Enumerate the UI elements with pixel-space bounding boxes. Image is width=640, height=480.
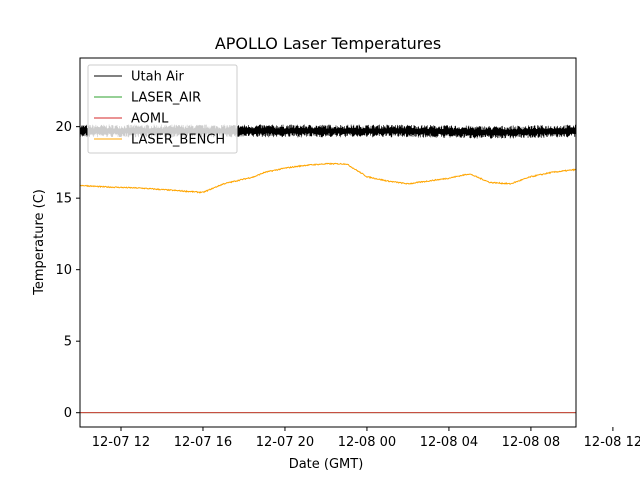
x-tick-label: 12-08 04 xyxy=(420,435,478,450)
x-axis-label: Date (GMT) xyxy=(289,457,364,472)
x-tick-label: 12-07 20 xyxy=(256,435,314,450)
y-tick-label: 0 xyxy=(64,406,72,421)
legend-label: Utah Air xyxy=(131,70,184,85)
y-tick-label: 10 xyxy=(55,263,72,278)
x-tick-label: 12-07 12 xyxy=(92,435,150,450)
legend: Utah Air LASER_AIR AOML LASER_BENCH xyxy=(87,64,238,154)
y-tick-label: 20 xyxy=(55,120,72,135)
series-line-laser-bench xyxy=(80,162,576,194)
x-tick-label: 12-08 00 xyxy=(338,435,396,450)
x-tick-label: 12-08 12 xyxy=(584,435,640,450)
axes: 0 5 10 15 20 12-07 12 12-07 16 12-07 20 12-08 00… xyxy=(55,57,640,450)
y-tick-label: 5 xyxy=(64,335,72,350)
series-group xyxy=(80,124,576,414)
y-tick-label: 15 xyxy=(55,192,72,207)
x-tick-label: 12-08 08 xyxy=(502,435,560,450)
plot-area xyxy=(80,124,576,414)
x-tick-label: 12-07 16 xyxy=(174,435,232,450)
legend-label: LASER_BENCH xyxy=(131,133,225,148)
legend-label: LASER_AIR xyxy=(131,91,201,106)
legend-label: AOML xyxy=(131,112,169,127)
axes-frame xyxy=(79,57,577,428)
legend-box xyxy=(87,64,238,154)
y-axis-label: Temperature (C) xyxy=(32,189,47,296)
chart-title: APOLLO Laser Temperatures xyxy=(215,34,441,53)
